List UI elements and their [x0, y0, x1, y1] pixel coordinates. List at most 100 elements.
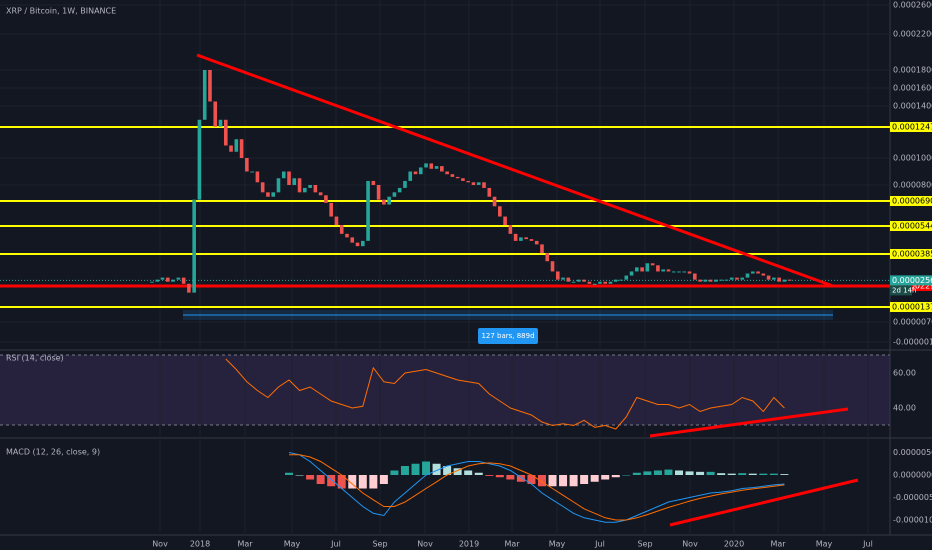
histogram-bar: [390, 470, 399, 475]
histogram-bar: [696, 471, 705, 475]
candle: [587, 281, 592, 284]
histogram-bar: [769, 473, 778, 475]
candle: [756, 271, 760, 274]
candle: [382, 199, 386, 205]
histogram-bar: [295, 475, 304, 476]
candle: [260, 182, 265, 193]
candle: [355, 242, 360, 247]
candle: [503, 216, 507, 226]
histogram-bar: [706, 471, 715, 475]
histogram-bar: [759, 473, 768, 475]
candle: [413, 171, 418, 175]
trend-line: [196, 53, 834, 288]
price-tick-label: 0.00014000: [893, 102, 932, 111]
candle: [303, 187, 307, 193]
candle: [534, 240, 539, 245]
price-tick-label: 0.00008000: [893, 181, 932, 190]
histogram-bar: [337, 475, 346, 489]
histogram-bar: [432, 463, 441, 475]
candle: [255, 171, 260, 183]
candle: [476, 182, 481, 185]
histogram-bar: [748, 473, 757, 475]
candle: [645, 263, 650, 272]
candle: [492, 196, 497, 207]
candle: [318, 192, 323, 196]
level-label: 0.00003853: [892, 250, 932, 259]
time-label: Nov: [417, 540, 433, 549]
candle: [582, 279, 586, 282]
candle: [250, 171, 254, 173]
macd-title: MACD (12, 26, close, 9): [6, 448, 100, 457]
histogram-bar: [527, 475, 536, 484]
candle: [334, 216, 339, 226]
macd-trend-line: [669, 478, 859, 527]
candle: [772, 277, 776, 280]
candle: [339, 225, 344, 234]
candle: [693, 273, 697, 280]
candle: [677, 271, 681, 273]
histogram-bar: [548, 475, 557, 487]
candle: [424, 163, 428, 168]
candle: [729, 277, 734, 280]
candle: [598, 281, 602, 284]
symbol-title: XRP / Bitcoin, 1W, BINANCE: [6, 7, 116, 16]
level-box: [890, 221, 932, 231]
candle: [613, 279, 618, 282]
histogram-bar: [516, 475, 525, 482]
histogram-bar: [738, 473, 747, 475]
countdown-label: 2d 14h: [892, 286, 916, 294]
histogram-bar: [306, 475, 315, 480]
candle: [592, 283, 597, 285]
price-tick-label: 0.00018000: [893, 66, 932, 75]
level-box: [890, 249, 932, 259]
histogram-bar: [506, 475, 515, 480]
histogram-bar: [316, 475, 325, 484]
candle: [239, 139, 244, 158]
time-label: Mar: [770, 540, 786, 549]
candle: [603, 281, 608, 284]
candle: [229, 145, 233, 152]
last-price-label: 0.00002564: [892, 276, 932, 285]
candle: [450, 174, 455, 177]
candle: [345, 233, 349, 238]
time-label: Sep: [637, 540, 652, 549]
histogram-bar: [780, 474, 789, 475]
candle: [234, 139, 239, 152]
price-tick-label: 0.00016000: [893, 84, 932, 93]
time-label: May: [816, 540, 833, 549]
histogram-bar: [727, 473, 736, 475]
candle: [397, 187, 402, 193]
measure-range: [183, 310, 833, 320]
candle: [619, 279, 623, 281]
histogram-bar: [495, 475, 504, 478]
candle: [287, 171, 291, 185]
histogram-bar: [717, 473, 726, 475]
macd-tick-label: 0.00000500: [893, 448, 932, 457]
price-tick-label: 0.00010000: [893, 154, 932, 163]
candle: [371, 180, 376, 185]
candle: [561, 277, 565, 280]
price-tick-label: -0.00000100: [893, 338, 932, 347]
candle: [545, 253, 550, 262]
candle: [719, 279, 723, 281]
level-box: [890, 196, 932, 206]
candle: [366, 180, 370, 241]
histogram-bar: [559, 475, 568, 487]
level-label: 0.00005447: [892, 222, 932, 231]
level-label: 0.00012477: [892, 123, 932, 132]
rsi-title: RSI (14, close): [6, 354, 64, 363]
candle: [703, 279, 708, 282]
histogram-bar: [379, 475, 388, 484]
candle: [361, 240, 365, 247]
candle: [671, 271, 676, 273]
candle: [466, 180, 470, 183]
time-label: Mar: [237, 540, 253, 549]
candle: [440, 166, 444, 172]
candle: [661, 269, 665, 272]
candle: [461, 178, 465, 181]
candle: [745, 273, 750, 278]
candle: [266, 192, 270, 197]
price-tick-label: 0.00026000: [893, 1, 932, 10]
candle: [529, 239, 534, 241]
candle: [519, 237, 523, 241]
